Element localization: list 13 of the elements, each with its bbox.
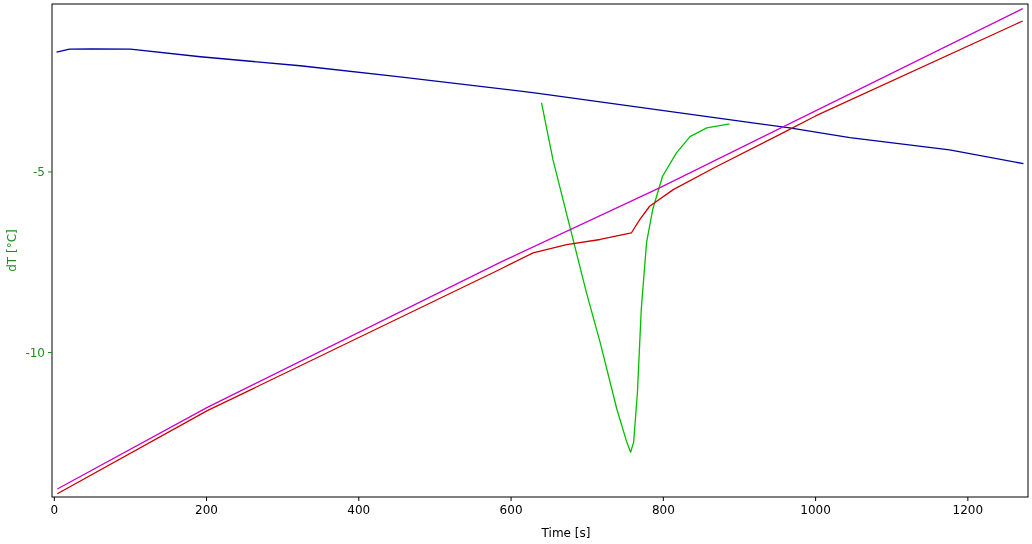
- line-series: [55, 48, 1025, 165]
- x-tick-label: 600: [499, 503, 523, 517]
- x-tick-label: 0: [50, 503, 59, 517]
- line-series: [540, 102, 731, 453]
- x-tick-label: 800: [651, 503, 675, 517]
- y-axis-title: dT [°C]: [5, 229, 19, 272]
- y-tick-label: -10: [25, 345, 45, 360]
- x-tick-label: 1000: [800, 503, 831, 517]
- x-tick-label: 1200: [952, 503, 984, 517]
- x-tick-label: 400: [347, 503, 371, 517]
- x-axis-title: Time [s]: [540, 526, 591, 540]
- x-tick-label: 200: [195, 503, 218, 517]
- y-tick-label: -5: [33, 165, 45, 180]
